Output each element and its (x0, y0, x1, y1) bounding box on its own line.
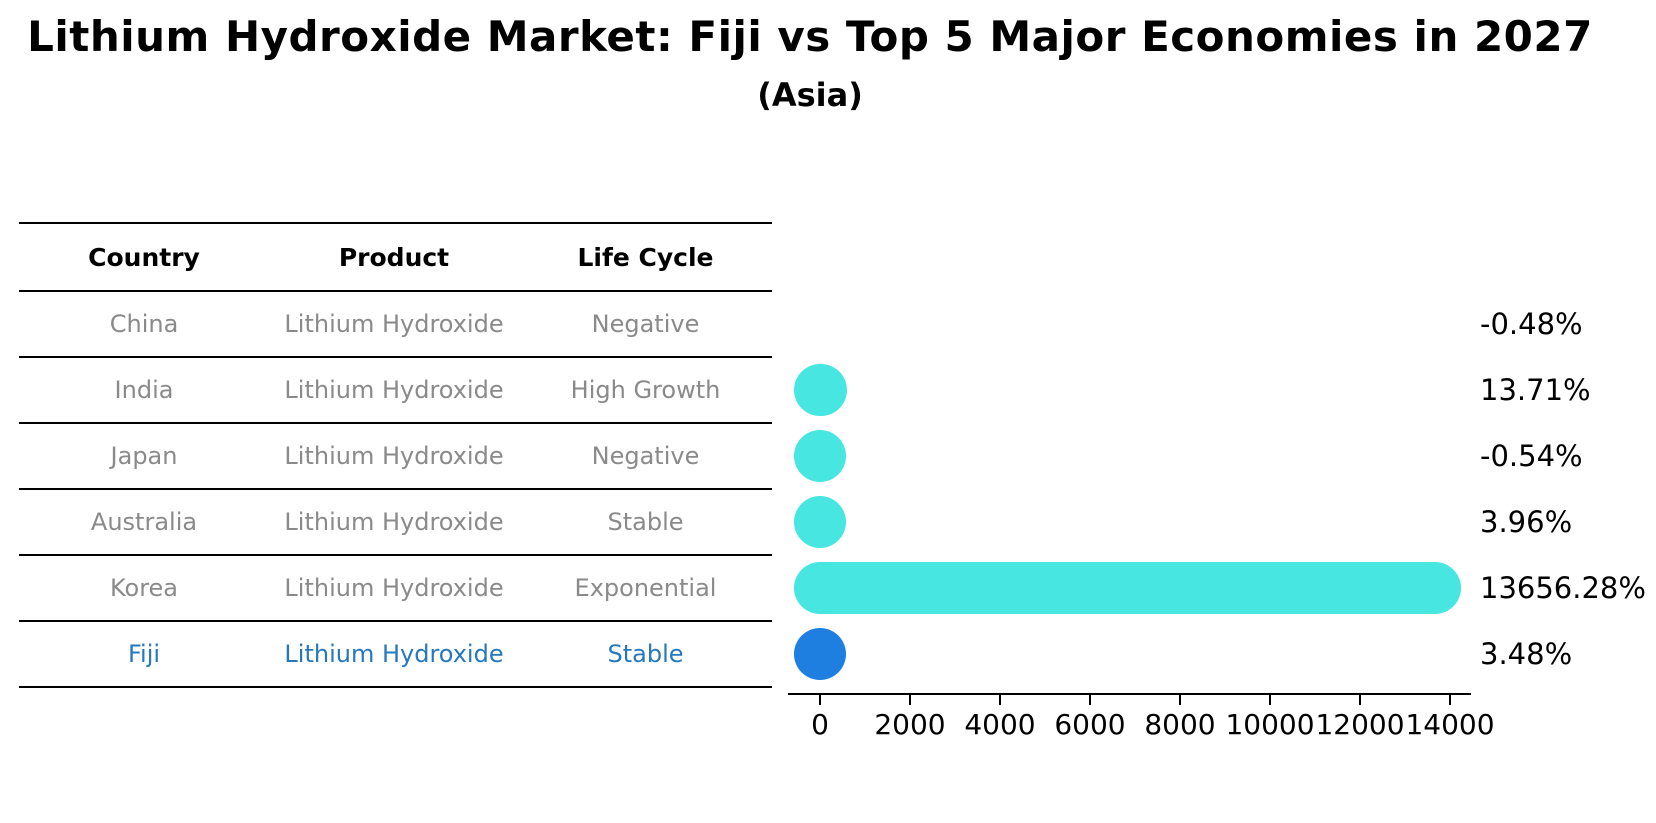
bar-japan (794, 430, 846, 482)
value-label-japan: -0.54% (1480, 439, 1583, 473)
value-label-china: -0.48% (1480, 307, 1583, 341)
life-cycle-cell: Exponential (574, 574, 717, 602)
x-axis-tick (819, 694, 821, 705)
bar-fiji (794, 628, 847, 680)
x-tick-label: 2000 (874, 708, 946, 741)
country-cell: China (109, 310, 179, 338)
value-label-india: 13.71% (1480, 373, 1591, 407)
country-cell: Japan (110, 442, 178, 470)
life-cycle-cell: Negative (591, 310, 700, 338)
product-cell: Lithium Hydroxide (284, 640, 504, 668)
table-header-product: Product (338, 242, 450, 272)
x-tick-label: 6000 (1054, 708, 1126, 741)
country-cell: India (114, 376, 174, 404)
chart-title: Lithium Hydroxide Market: Fiji vs Top 5 … (27, 12, 1593, 61)
x-tick-label: 4000 (964, 708, 1036, 741)
product-cell: Lithium Hydroxide (284, 508, 504, 536)
x-axis-tick (1089, 694, 1091, 705)
country-cell: Fiji (127, 640, 161, 668)
table-row: India Lithium Hydroxide High Growth (19, 358, 772, 424)
x-axis-tick (1449, 694, 1451, 705)
x-tick-label: 8000 (1144, 708, 1216, 741)
x-axis-tick (1359, 694, 1361, 705)
table-row: Japan Lithium Hydroxide Negative (19, 424, 772, 490)
x-tick-label: 10000 (1225, 708, 1315, 741)
product-cell: Lithium Hydroxide (284, 376, 504, 404)
table-header-life-cycle: Life Cycle (577, 242, 714, 272)
bar-australia (794, 496, 847, 548)
x-tick-label: 14000 (1405, 708, 1495, 741)
x-tick-label: 0 (811, 708, 829, 741)
table-row: Korea Lithium Hydroxide Exponential (19, 556, 772, 622)
chart-subtitle: (Asia) (757, 76, 863, 114)
table-header-row: Country Product Life Cycle (19, 224, 772, 292)
country-cell: Australia (90, 508, 198, 536)
product-cell: Lithium Hydroxide (284, 442, 504, 470)
product-cell: Lithium Hydroxide (284, 574, 504, 602)
x-axis-tick (999, 694, 1001, 705)
value-label-australia: 3.96% (1480, 505, 1573, 539)
value-label-fiji: 3.48% (1480, 637, 1573, 671)
bar-korea (794, 562, 1461, 614)
life-cycle-cell: Stable (607, 508, 684, 536)
country-table: Country Product Life Cycle China Lithium… (19, 222, 772, 688)
x-axis-tick (1269, 694, 1271, 705)
table-row: Australia Lithium Hydroxide Stable (19, 490, 772, 556)
x-axis-line (788, 693, 1471, 695)
table-row: Fiji Lithium Hydroxide Stable (19, 622, 772, 688)
table-row: China Lithium Hydroxide Negative (19, 292, 772, 358)
value-label-korea: 13656.28% (1480, 571, 1646, 605)
life-cycle-cell: Negative (591, 442, 700, 470)
product-cell: Lithium Hydroxide (284, 310, 504, 338)
life-cycle-cell: Stable (607, 640, 684, 668)
table-header-country: Country (88, 242, 200, 272)
x-axis-tick (909, 694, 911, 705)
country-cell: Korea (109, 574, 179, 602)
bar-india (794, 364, 847, 416)
life-cycle-cell: High Growth (570, 376, 721, 404)
x-axis-tick (1179, 694, 1181, 705)
x-tick-label: 12000 (1315, 708, 1405, 741)
